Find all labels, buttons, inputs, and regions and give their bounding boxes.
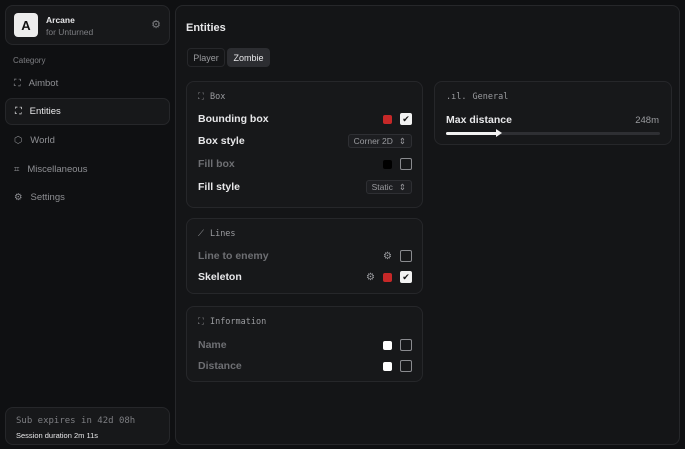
max-distance-value: 248m <box>635 115 659 126</box>
sidebar-item-miscellaneous[interactable]: ⌗ Miscellaneous <box>14 164 88 175</box>
subscription-footer: Sub expires in 42d 08h Session duration … <box>5 407 170 445</box>
line-icon: ⟋ <box>198 229 204 239</box>
fill-style-label: Fill style <box>198 181 241 193</box>
distance-label: Distance <box>198 360 242 372</box>
skeleton-label: Skeleton <box>198 271 242 283</box>
skeleton-color-swatch[interactable] <box>383 272 392 282</box>
line-to-enemy-label: Line to enemy <box>198 250 269 262</box>
box-icon: ⛶ <box>198 92 204 102</box>
max-distance-label: Max distance <box>446 114 512 126</box>
box-title: Box <box>209 92 226 102</box>
sidebar-item-settings[interactable]: ⚙ Settings <box>14 192 65 203</box>
fill-style-row: Fill style Static ⇕ <box>198 178 412 196</box>
sidebar-item-entities[interactable]: ⛶ Entities <box>5 98 170 125</box>
bounding-box-checkbox[interactable]: ✔ <box>400 113 412 125</box>
chart-icon: .ıl. <box>446 92 467 102</box>
fill-box-checkbox[interactable] <box>400 158 412 170</box>
page-title: Entities <box>186 22 226 34</box>
chevrons-icon: ⇕ <box>398 135 406 146</box>
box-style-row: Box style Corner 2D ⇕ <box>198 132 412 150</box>
skeleton-row: Skeleton ⚙ ✔ <box>198 268 412 286</box>
sidebar-item-aimbot[interactable]: ⛶ Aimbot <box>14 78 59 89</box>
app-header: A Arcane for Unturned ⚙ <box>5 5 170 45</box>
tab-player[interactable]: Player <box>187 48 225 67</box>
scan-icon: ⛶ <box>198 317 204 327</box>
app-name: Arcane <box>46 15 75 25</box>
fill-box-row: Fill box <box>198 155 412 173</box>
skeleton-settings-gear-icon[interactable]: ⚙ <box>366 271 375 283</box>
bounding-box-label: Bounding box <box>198 113 269 125</box>
box-card: ⛶ Box Bounding box ✔ Box style Corner 2D ⇕ F… <box>186 81 423 208</box>
scan-face-icon: ⛶ <box>15 106 22 117</box>
box-style-label: Box style <box>198 135 245 147</box>
general-card: .ıl. General Max distance 248m <box>434 81 672 145</box>
name-checkbox[interactable] <box>400 339 412 351</box>
max-distance-slider[interactable] <box>446 129 660 137</box>
lines-card: ⟋ Lines Line to enemy ⚙ Skeleton ⚙ ✔ <box>186 218 423 294</box>
sub-expiry: Sub expires in 42d 08h <box>16 416 136 426</box>
settings-gear-icon[interactable]: ⚙ <box>151 19 161 31</box>
box-style-select[interactable]: Corner 2D ⇕ <box>347 134 412 148</box>
information-title: Information <box>209 317 267 327</box>
bounding-box-row: Bounding box ✔ <box>198 110 412 128</box>
main-panel: Entities Player Zombie ⛶ Box Bounding box… <box>175 5 680 445</box>
name-row: Name <box>198 336 412 354</box>
tab-zombie[interactable]: Zombie <box>227 48 270 67</box>
distance-color-swatch[interactable] <box>383 361 392 371</box>
name-color-swatch[interactable] <box>383 340 392 350</box>
app-logo: A <box>14 13 38 37</box>
crosshair-icon: ⛶ <box>14 78 21 89</box>
fill-box-label: Fill box <box>198 158 235 170</box>
chevrons-icon: ⇕ <box>398 181 406 192</box>
slider-thumb[interactable] <box>496 129 503 137</box>
line-to-enemy-row: Line to enemy ⚙ <box>198 247 412 265</box>
session-duration: Session duration 2m 11s <box>16 431 98 440</box>
grid-icon: ⌗ <box>14 164 20 175</box>
lines-title: Lines <box>209 229 236 239</box>
category-label: Category <box>13 56 46 65</box>
bounding-box-color-swatch[interactable] <box>383 114 392 124</box>
line-to-enemy-checkbox[interactable] <box>400 250 412 262</box>
gear-icon: ⚙ <box>14 192 23 203</box>
distance-row: Distance <box>198 357 412 375</box>
app-subtitle: for Unturned <box>46 27 94 37</box>
general-title: General <box>472 92 509 102</box>
line-settings-gear-icon[interactable]: ⚙ <box>383 250 392 262</box>
distance-checkbox[interactable] <box>400 360 412 372</box>
slider-fill <box>446 132 500 135</box>
sidebar-item-world[interactable]: ⬡ World <box>14 135 55 146</box>
fill-style-select[interactable]: Static ⇕ <box>365 180 412 194</box>
skeleton-checkbox[interactable]: ✔ <box>400 271 412 283</box>
name-label: Name <box>198 339 227 351</box>
fill-box-color-swatch[interactable] <box>383 159 392 169</box>
information-card: ⛶ Information Name Distance <box>186 306 423 382</box>
globe-icon: ⬡ <box>14 135 23 146</box>
